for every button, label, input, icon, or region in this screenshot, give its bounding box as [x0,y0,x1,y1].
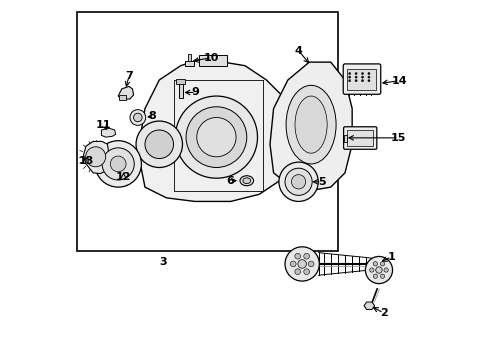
Circle shape [348,72,351,75]
Circle shape [368,80,370,82]
Circle shape [376,267,382,273]
Circle shape [348,76,351,78]
Circle shape [291,261,296,267]
Circle shape [110,156,126,172]
Circle shape [384,268,388,272]
FancyBboxPatch shape [343,64,381,94]
Ellipse shape [295,96,327,153]
Bar [343,135,347,142]
Circle shape [368,76,370,78]
Circle shape [130,110,146,125]
Text: 3: 3 [159,257,167,267]
Bar [176,79,185,84]
Bar [188,54,192,62]
Circle shape [373,262,377,266]
Circle shape [295,269,300,275]
Circle shape [366,256,392,284]
Circle shape [102,148,134,180]
Circle shape [373,274,377,278]
Text: 9: 9 [192,87,199,98]
Circle shape [175,96,258,178]
Text: 15: 15 [391,133,406,143]
Circle shape [355,72,357,75]
Text: 2: 2 [380,308,388,318]
Circle shape [292,175,306,189]
Text: 7: 7 [125,71,133,81]
Circle shape [298,260,306,268]
Text: 8: 8 [148,111,156,121]
Circle shape [304,269,310,275]
Circle shape [145,130,173,158]
Text: 4: 4 [294,46,302,56]
Bar [77,12,338,251]
Polygon shape [138,59,298,202]
Circle shape [186,107,247,167]
Ellipse shape [240,176,253,186]
Bar [185,62,194,66]
Text: 13: 13 [78,157,94,166]
Text: 11: 11 [96,120,112,130]
Circle shape [134,113,142,122]
Bar [198,55,227,66]
Ellipse shape [365,302,374,309]
Text: 14: 14 [392,76,407,86]
Circle shape [304,253,310,259]
Circle shape [362,72,364,75]
Bar [347,130,373,146]
Circle shape [295,253,300,259]
Circle shape [285,247,319,281]
Circle shape [279,162,318,202]
Text: 6: 6 [226,176,234,186]
Circle shape [362,80,364,82]
Text: 12: 12 [116,172,131,182]
Polygon shape [101,128,116,137]
Circle shape [285,168,312,195]
Circle shape [380,274,385,278]
Ellipse shape [286,85,336,164]
Circle shape [355,80,357,82]
Ellipse shape [243,178,251,184]
Bar [119,95,126,100]
Text: 10: 10 [203,53,219,63]
Circle shape [95,141,142,187]
Bar [179,82,183,98]
Polygon shape [83,141,109,174]
Circle shape [86,147,106,167]
Circle shape [348,80,351,82]
Circle shape [368,72,370,75]
Circle shape [197,117,236,157]
Polygon shape [118,86,134,100]
Circle shape [362,76,364,78]
FancyBboxPatch shape [343,127,377,149]
Circle shape [308,261,314,267]
Circle shape [136,121,182,167]
Circle shape [369,268,374,272]
Circle shape [355,76,357,78]
Polygon shape [270,62,352,191]
Circle shape [380,262,385,266]
Text: 1: 1 [388,252,395,262]
Bar [347,68,376,90]
Text: 5: 5 [318,177,326,187]
Polygon shape [364,302,375,310]
